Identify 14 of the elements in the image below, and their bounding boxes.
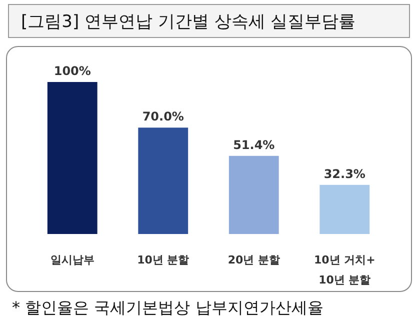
text: * 할인율은 국세기본법상 납부지연가산세율 [12,298,324,319]
bar [138,128,188,234]
data-label: 51.4% [233,138,275,152]
data-label: 32.3% [324,166,366,181]
x-tick-label: 10년 분할 [137,254,190,266]
x-tick-label: 10년 거치+ 10년 분할 [314,254,376,286]
x-tick-label: 20년 분할 [228,254,280,266]
data-label: 70.0% [142,110,184,124]
bar [228,156,279,234]
chart-title: [그림3] 연부연납 기간별 상속세 실질부담률 [8,4,410,38]
bar [47,82,98,234]
bar [320,184,370,234]
data-label: 100% [54,64,91,78]
x-tick-label: 일시납부 [50,254,94,266]
